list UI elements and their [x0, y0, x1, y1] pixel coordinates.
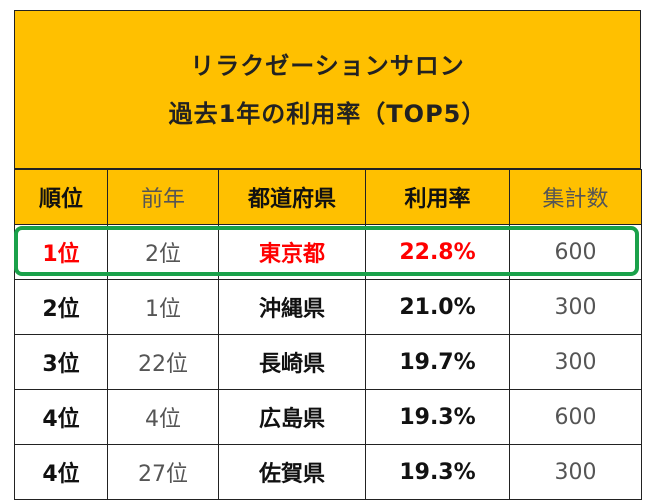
title-line-2: 過去1年の利用率（TOP5）: [168, 99, 487, 128]
rate-cell: 22.8%: [365, 224, 510, 280]
count-cell: 600: [509, 389, 642, 445]
rank-cell: 1位: [14, 224, 108, 280]
rate-cell: 21.0%: [365, 279, 510, 335]
count-cell: 300: [509, 334, 642, 390]
rank-cell: 4位: [14, 444, 108, 500]
count-cell: 600: [509, 224, 642, 280]
rate-cell: 19.3%: [365, 389, 510, 445]
prev-cell: 4位: [107, 389, 219, 445]
header-rank: 順位: [14, 169, 108, 225]
table-row: 3位 22位 長崎県 19.7% 300: [14, 334, 642, 390]
prev-cell: 2位: [107, 224, 219, 280]
ranking-table-container: リラクゼーションサロン 過去1年の利用率（TOP5） 順位 前年 都道府県 利用…: [14, 10, 642, 500]
table-row: 4位 27位 佐賀県 19.3% 300: [14, 444, 642, 500]
rate-cell: 19.3%: [365, 444, 510, 500]
prev-cell: 1位: [107, 279, 219, 335]
count-cell: 300: [509, 279, 642, 335]
rank-cell: 2位: [14, 279, 108, 335]
prefecture-cell: 佐賀県: [218, 444, 366, 500]
rank-cell: 4位: [14, 389, 108, 445]
header-row: 順位 前年 都道府県 利用率 集計数: [14, 169, 642, 225]
header-prefecture: 都道府県: [218, 169, 366, 225]
header-prev-year: 前年: [107, 169, 219, 225]
header-count: 集計数: [509, 169, 642, 225]
rate-cell: 19.7%: [365, 334, 510, 390]
table-row: 2位 1位 沖縄県 21.0% 300: [14, 279, 642, 335]
prefecture-cell: 沖縄県: [218, 279, 366, 335]
header-usage-rate: 利用率: [365, 169, 510, 225]
count-cell: 300: [509, 444, 642, 500]
table-row: 4位 4位 広島県 19.3% 600: [14, 389, 642, 445]
title-line-1: リラクゼーションサロン: [190, 51, 465, 80]
prefecture-cell: 広島県: [218, 389, 366, 445]
rank-cell: 3位: [14, 334, 108, 390]
ranking-table: 順位 前年 都道府県 利用率 集計数 1位 2位 東京都 22.8% 600 2…: [14, 169, 642, 500]
title-banner: リラクゼーションサロン 過去1年の利用率（TOP5）: [14, 10, 641, 169]
prefecture-cell: 長崎県: [218, 334, 366, 390]
prefecture-cell: 東京都: [218, 224, 366, 280]
prev-cell: 22位: [107, 334, 219, 390]
table-row: 1位 2位 東京都 22.8% 600: [14, 224, 642, 280]
prev-cell: 27位: [107, 444, 219, 500]
